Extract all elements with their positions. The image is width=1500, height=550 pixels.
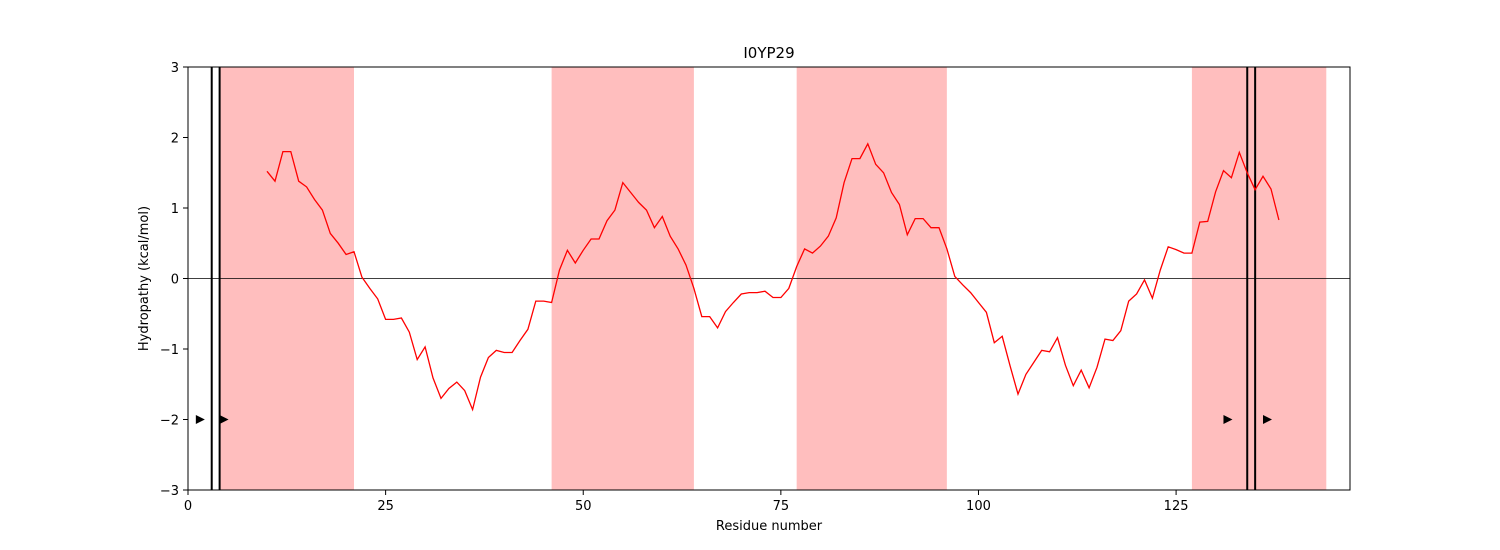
y-axis-ticks: −3 −2 −1 0 1 2 3 <box>160 61 188 499</box>
y-tick-label: 2 <box>171 132 179 147</box>
x-tick-label: 0 <box>184 499 192 514</box>
triangle-marker <box>219 415 229 424</box>
y-tick-label: 3 <box>171 61 179 76</box>
y-tick-label: −1 <box>160 343 179 358</box>
x-tick-label: 75 <box>773 499 790 514</box>
x-tick-label: 100 <box>966 499 991 514</box>
x-tick-label: 25 <box>377 499 394 514</box>
y-tick-label: −3 <box>160 484 179 499</box>
y-axis-label: Hydropathy (kcal/mol) <box>137 206 152 351</box>
x-axis-label: Residue number <box>716 519 823 534</box>
x-axis-ticks: 0 25 50 75 100 125 <box>184 490 1189 514</box>
chart-title: I0YP29 <box>743 44 794 62</box>
markers <box>195 415 1272 424</box>
hydropathy-line <box>266 142 1280 412</box>
x-tick-label: 125 <box>1164 499 1189 514</box>
triangle-marker <box>1263 415 1272 424</box>
y-tick-label: 1 <box>171 202 179 217</box>
triangle-marker <box>1223 415 1233 424</box>
y-tick-label: −2 <box>160 414 179 429</box>
x-tick-label: 50 <box>575 499 592 514</box>
triangle-marker <box>195 415 205 424</box>
y-tick-label: 0 <box>171 273 179 288</box>
